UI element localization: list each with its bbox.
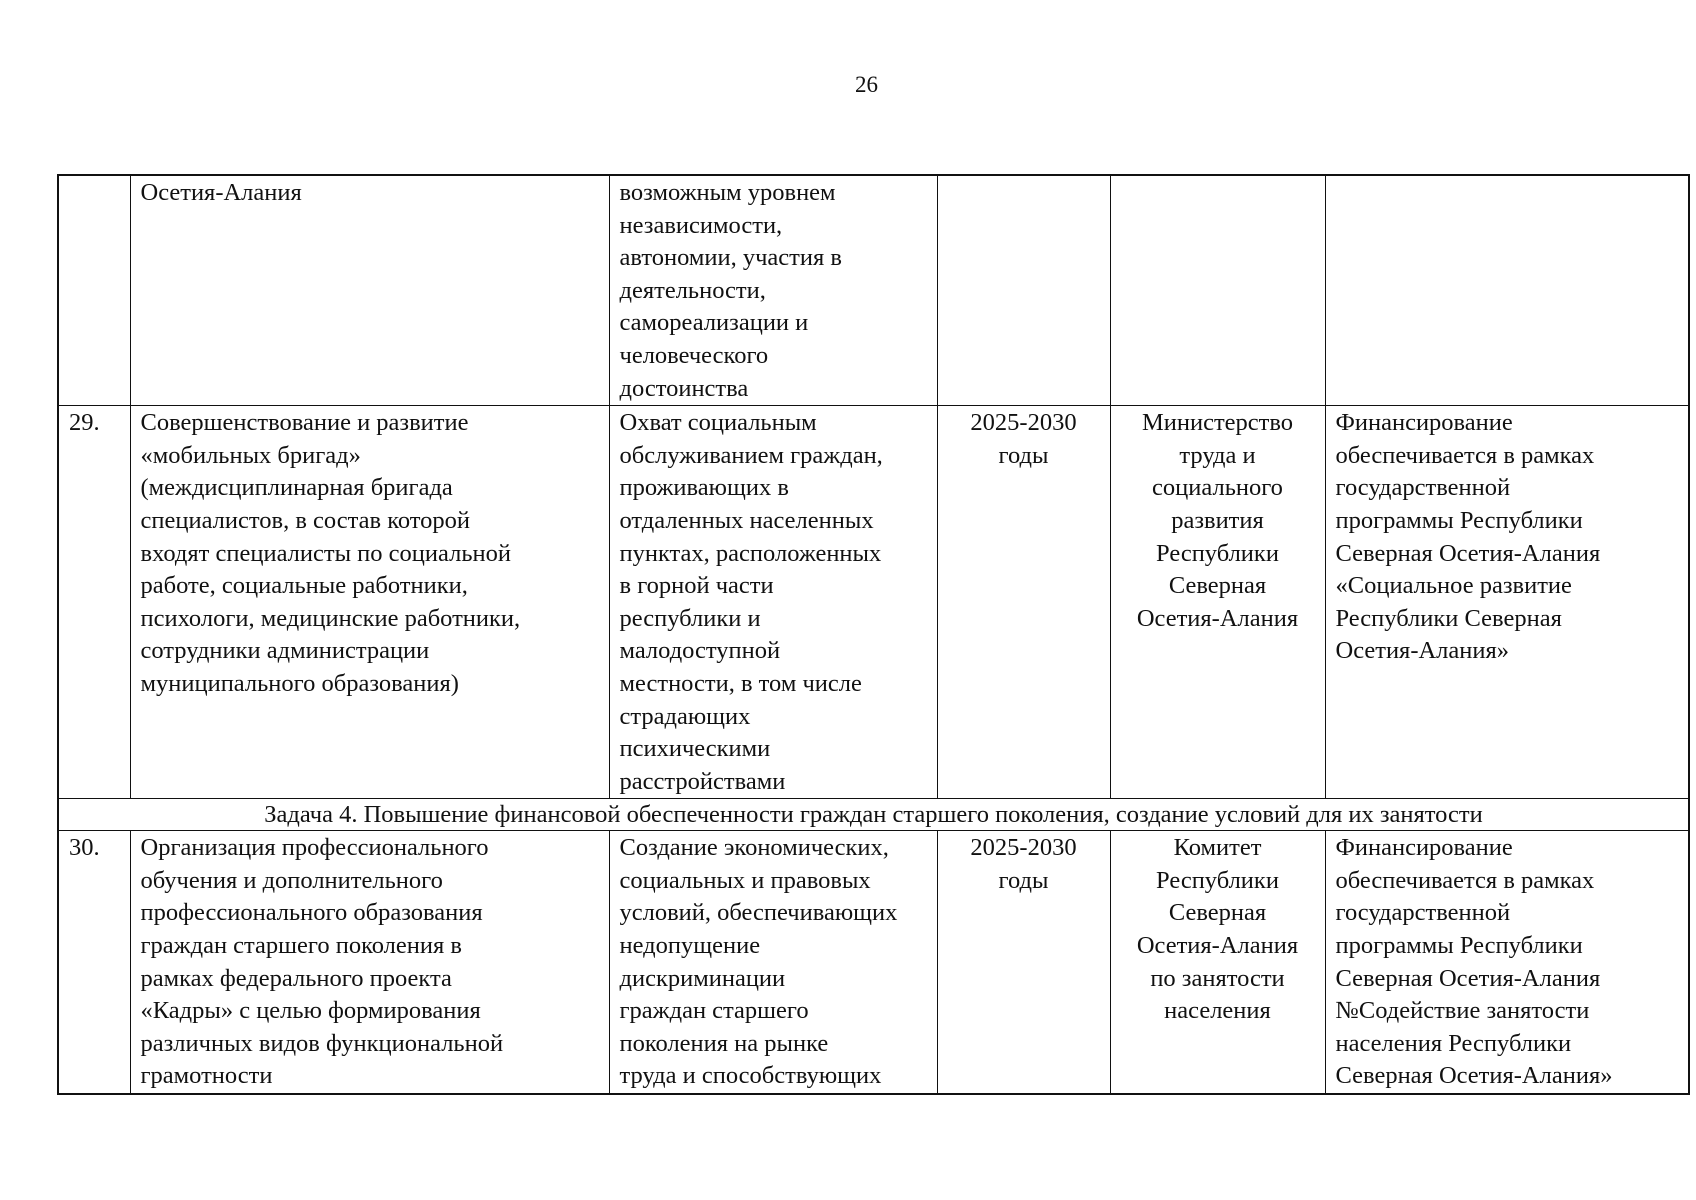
activity-cell: Осетия-Алания [129, 174, 610, 407]
activity-cell: Организация профессионального обучения и… [129, 830, 610, 1095]
row-number [57, 174, 131, 407]
financing-cell: Финансирование обеспечивается в рамках г… [1324, 405, 1690, 800]
page-number: 26 [855, 72, 878, 97]
row-number: 29. [57, 405, 131, 800]
table-row: Осетия-Алания возможным уровнем независи… [57, 174, 1690, 407]
executor-cell: Комитет Республики Северная Осетия-Алани… [1109, 830, 1326, 1095]
activity-cell: Совершенствование и развитие «мобильных … [129, 405, 610, 800]
executor-cell: Министерство труда и социального развити… [1109, 405, 1326, 800]
executor-cell [1109, 174, 1326, 407]
table-row: 29. Совершенствование и развитие «мобиль… [57, 405, 1690, 800]
row-number: 30. [57, 830, 131, 1095]
task-heading: Задача 4. Повышение финансовой обеспечен… [57, 798, 1690, 832]
result-cell: Создание экономических, социальных и пра… [608, 830, 938, 1095]
result-cell: возможным уровнем независимости, автоном… [608, 174, 938, 407]
financing-cell: Финансирование обеспечивается в рамках г… [1324, 830, 1690, 1095]
task-heading-row: Задача 4. Повышение финансовой обеспечен… [57, 798, 1690, 832]
period-cell: 2025-2030 годы [936, 405, 1111, 800]
measures-table: Осетия-Алания возможным уровнем независи… [57, 174, 1690, 1096]
period-cell [936, 174, 1111, 407]
period-cell: 2025-2030 годы [936, 830, 1111, 1095]
financing-cell [1324, 174, 1690, 407]
result-cell: Охват социальным обслуживанием граждан, … [608, 405, 938, 800]
table-row: 30. Организация профессионального обучен… [57, 830, 1690, 1095]
